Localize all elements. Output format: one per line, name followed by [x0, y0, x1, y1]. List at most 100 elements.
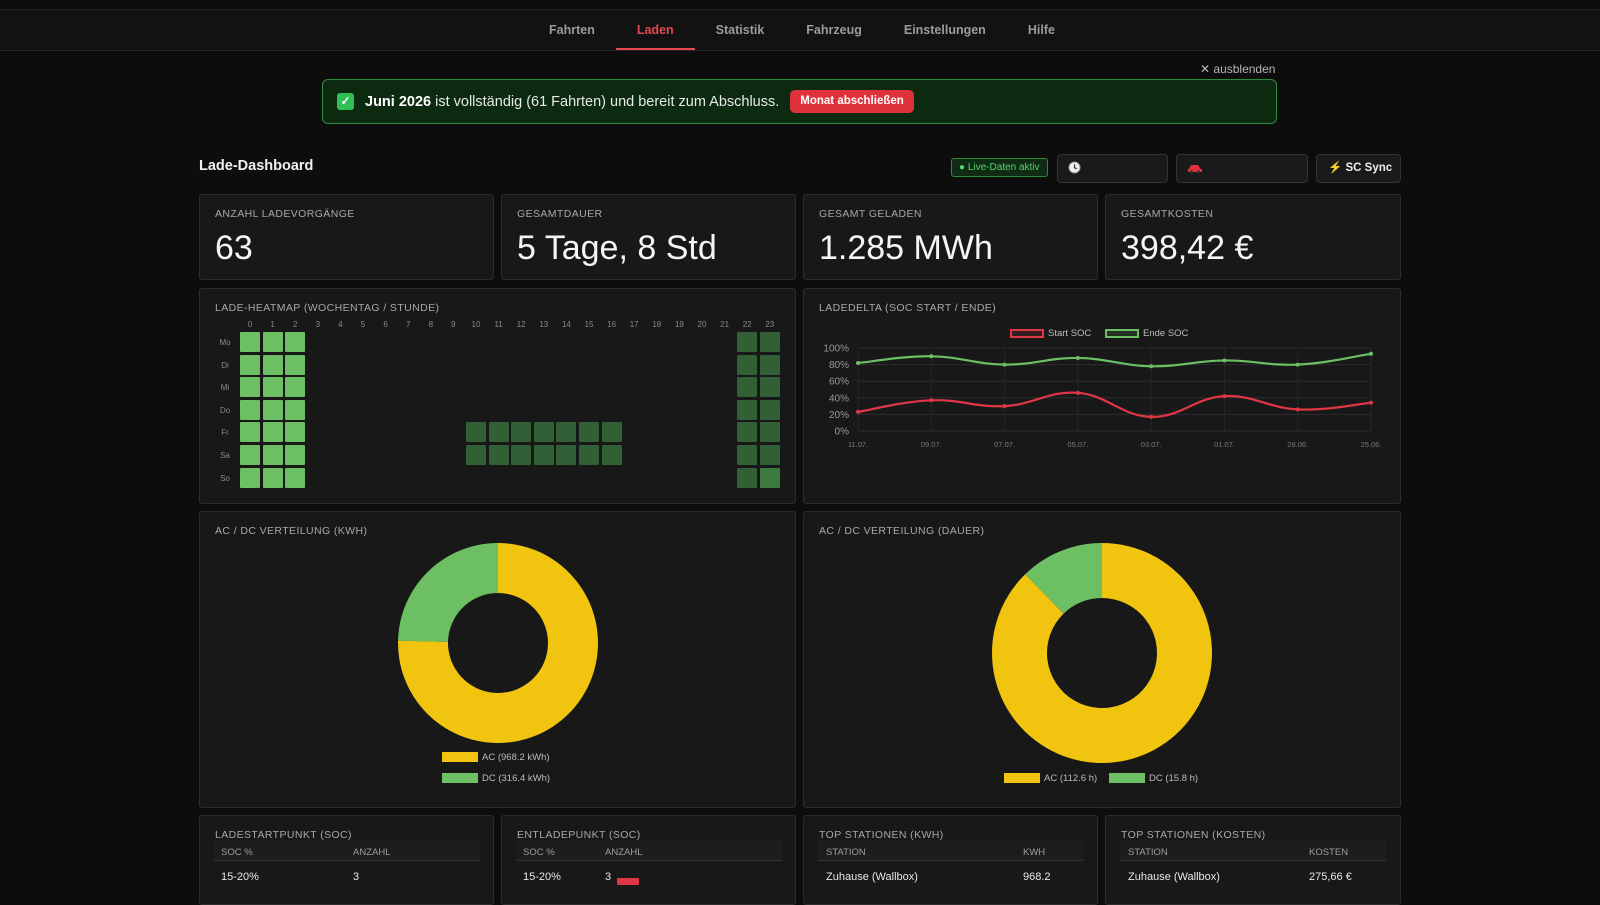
table-cell: 3 [353, 871, 360, 883]
legend-swatch-dc [1109, 773, 1145, 784]
heatmap-cell [285, 354, 306, 375]
legend-swatch [1010, 328, 1044, 338]
month-complete-banner: ✓ Juni 2026 ist vollständig (61 Fahrten)… [322, 79, 1277, 124]
live-data-badge: ● Live-Daten aktiv [951, 158, 1048, 177]
sc-sync-button[interactable]: ⚡ SC Sync [1316, 154, 1401, 183]
banner-text: ist vollständig (61 Fahrten) und bereit … [431, 93, 780, 110]
heatmap-hour-label: 9 [451, 320, 456, 329]
banner-month: Juni 2026 [365, 93, 432, 110]
ac-dc-dauer-card: AC / DC VERTEILUNG (DAUER) [803, 511, 1401, 808]
entlade-title: ENTLADEPUNKT (SOC) [517, 829, 641, 841]
ac-dc-kwh-title: AC / DC VERTEILUNG (KWH) [215, 525, 368, 537]
heatmap-cell [285, 467, 306, 488]
heatmap-hour-label: 10 [471, 320, 481, 329]
heatmap-cell [737, 332, 758, 352]
heatmap-cell [488, 445, 509, 465]
table-cell: Zuhause (Wallbox) [1128, 871, 1220, 883]
legend-swatch-dc [442, 773, 478, 784]
legend-label: Ende SOC [1143, 328, 1189, 339]
table-header-anzahl: ANZAHL [353, 847, 391, 858]
legend-label: DC (316.4 kWh) [482, 773, 551, 784]
check-icon: ✓ [337, 93, 354, 110]
table-cell: 3 [605, 871, 612, 883]
table-divider [516, 860, 782, 861]
kpi-card-gesamtkosten: GESAMTKOSTEN 398,42 € [1105, 194, 1401, 280]
heatmap-cell [601, 422, 622, 443]
heatmap-cell [262, 377, 283, 398]
legend-ac-dauer: AC (112.6 h) [1004, 773, 1097, 784]
tab-hilfe[interactable]: Hilfe [1027, 23, 1055, 37]
main-nav: Fahrten Laden Statistik Fahrzeug Einstel… [0, 10, 1600, 51]
tab-fahrzeug[interactable]: Fahrzeug [806, 23, 862, 37]
soc-delta-card: LADEDELTA (SOC START / ENDE) [803, 288, 1401, 504]
heatmap-cell [262, 332, 283, 352]
table-header-station: STATION [1128, 847, 1168, 858]
ladestart-title: LADESTARTPUNKT (SOC) [215, 829, 352, 841]
tab-statistik[interactable]: Statistik [715, 23, 765, 37]
ac-dc-kwh-card: AC / DC VERTEILUNG (KWH) [199, 511, 796, 808]
heatmap-cell [737, 422, 758, 443]
heatmap-cell [759, 422, 780, 443]
count-bar [617, 878, 639, 885]
heatmap-hour-label: 5 [360, 320, 366, 329]
heatmap-cell [759, 354, 780, 375]
heatmap-cell [240, 354, 260, 375]
legend-swatch-ac [442, 752, 478, 763]
kpi-value: 5 Tage, 8 Std [517, 229, 717, 267]
table-header-bg [1120, 840, 1386, 860]
legend-label: DC (15.8 h) [1149, 773, 1199, 784]
table-header-anzahl: ANZAHL [605, 847, 643, 858]
heatmap-cell [240, 399, 260, 420]
heatmap-cell [262, 445, 283, 465]
table-cell: 15-20% [523, 871, 561, 883]
heatmap-cell [240, 332, 260, 352]
table-cell: 968.2 [1023, 871, 1051, 883]
heatmap-hour-label: 1 [270, 320, 275, 329]
legend-swatch [1105, 328, 1139, 338]
heatmap-hour-label: 7 [405, 320, 411, 329]
tab-laden[interactable]: Laden [615, 10, 695, 50]
table-cell: Zuhause (Wallbox) [826, 871, 918, 883]
table-header-bg [214, 840, 480, 860]
heatmap-day-label: Di [221, 360, 229, 370]
tab-fahrten[interactable]: Fahrten [549, 23, 595, 37]
kpi-value: 63 [215, 229, 253, 267]
heatmap-cell [556, 445, 577, 465]
kpi-label: GESAMT GELADEN [819, 208, 922, 220]
page-title: Lade-Dashboard [199, 158, 314, 174]
tab-einstellungen[interactable]: Einstellungen [903, 23, 986, 37]
top-kwh-title: TOP STATIONEN (KWH) [819, 829, 944, 841]
heatmap-cell [737, 354, 758, 375]
close-month-button[interactable]: Monat abschließen [790, 90, 914, 113]
heatmap-cell [262, 399, 283, 420]
heatmap-cell [533, 445, 554, 465]
table-divider [214, 860, 480, 861]
heatmap-cell [488, 422, 509, 443]
kpi-value: 1.285 MWh [819, 229, 993, 267]
nav-tabs: Fahrten Laden Statistik Fahrzeug Einstel… [528, 10, 1076, 50]
vehicle-filter-select[interactable] [1176, 154, 1308, 183]
legend-label: Start SOC [1048, 328, 1092, 339]
heatmap-hour-label: 16 [607, 320, 617, 329]
heatmap-hour-label: 0 [247, 320, 253, 329]
heatmap-cell [737, 445, 758, 465]
table-header-bg [516, 840, 782, 860]
legend-label: AC (968.2 kWh) [482, 752, 550, 763]
heatmap-hour-label: 21 [720, 320, 730, 329]
heatmap-cell [262, 467, 283, 488]
heatmap-cell [262, 354, 283, 375]
kpi-label: ANZAHL LADEVORGÄNGE [215, 208, 355, 220]
heatmap-cell [240, 422, 260, 443]
heatmap-cell [759, 399, 780, 420]
heatmap-hour-label: 17 [629, 320, 639, 329]
table-divider [818, 860, 1084, 861]
heatmap-cell [285, 422, 306, 443]
time-filter-select[interactable] [1057, 154, 1168, 183]
heatmap-cell [759, 332, 780, 352]
banner-message: Juni 2026 ist vollständig (61 Fahrten) u… [365, 94, 779, 110]
heatmap-day-label: So [220, 473, 230, 483]
hide-banner-link[interactable]: ✕ ausblenden [1200, 62, 1276, 76]
heatmap-cell [262, 422, 283, 443]
soc-chart-title: LADEDELTA (SOC START / ENDE) [819, 302, 997, 314]
table-header-soc: SOC % [523, 847, 555, 858]
